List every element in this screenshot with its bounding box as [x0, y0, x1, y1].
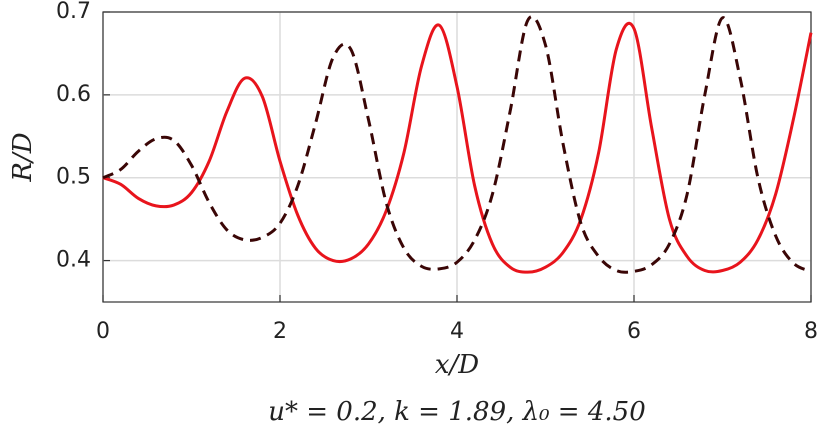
caption: u* = 0.2, k = 1.89, λ₀ = 4.50	[268, 397, 646, 427]
y-tick-label: 0.7	[56, 0, 91, 24]
y-axis-label: R/D	[8, 132, 38, 182]
x-tick-label: 0	[96, 319, 110, 344]
y-tick-label: 0.5	[56, 165, 91, 190]
x-tick-label: 2	[273, 319, 287, 344]
x-tick-label: 4	[450, 319, 464, 344]
y-tick-label: 0.4	[56, 248, 91, 273]
plot-frame	[102, 11, 812, 303]
x-tick-label: 6	[627, 319, 641, 344]
x-axis-label: x/D	[435, 350, 479, 380]
y-tick-label: 0.6	[56, 82, 91, 107]
series-line	[102, 21, 813, 274]
series-line	[102, 15, 812, 274]
x-tick-label: 8	[804, 319, 818, 344]
